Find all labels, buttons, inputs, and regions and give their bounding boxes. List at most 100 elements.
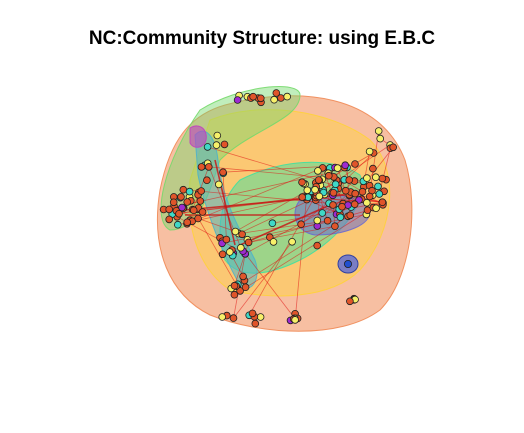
- node: [318, 209, 327, 217]
- node: [351, 160, 359, 168]
- edge: [294, 190, 308, 320]
- node: [231, 227, 240, 236]
- node: [341, 161, 350, 170]
- node: [372, 204, 380, 213]
- node: [197, 163, 206, 171]
- node: [197, 187, 206, 195]
- edge: [239, 204, 331, 246]
- node: [189, 206, 198, 215]
- node: [251, 319, 260, 328]
- node: [329, 201, 337, 209]
- edge: [237, 215, 349, 287]
- node: [220, 140, 229, 149]
- node: [226, 248, 234, 256]
- node: [323, 216, 332, 225]
- node: [324, 171, 333, 180]
- node: [378, 198, 387, 207]
- node: [350, 200, 359, 209]
- node: [341, 186, 350, 195]
- node: [248, 309, 257, 318]
- node: [230, 281, 239, 290]
- node: [363, 174, 371, 182]
- node: [203, 143, 212, 151]
- node: [256, 94, 265, 103]
- node: [315, 192, 324, 201]
- edge: [207, 146, 319, 181]
- node: [378, 174, 387, 183]
- node: [288, 238, 296, 246]
- node: [185, 187, 194, 196]
- node: [236, 287, 244, 295]
- node: [314, 176, 323, 184]
- edge: [240, 247, 295, 319]
- edge: [183, 189, 349, 206]
- community-hull: [189, 125, 207, 148]
- node: [283, 92, 292, 101]
- node: [213, 131, 222, 140]
- edge: [272, 202, 383, 224]
- node: [174, 220, 182, 229]
- node: [198, 208, 207, 216]
- node: [237, 243, 245, 252]
- node: [241, 283, 250, 292]
- node: [311, 185, 319, 194]
- node: [375, 190, 384, 198]
- node: [215, 180, 223, 189]
- node: [297, 220, 305, 229]
- node: [233, 96, 242, 104]
- node: [249, 92, 257, 101]
- node: [362, 199, 371, 207]
- edge: [248, 225, 336, 243]
- node: [194, 214, 202, 223]
- node: [165, 205, 174, 214]
- node: [298, 178, 306, 187]
- node: [336, 213, 345, 222]
- node: [272, 89, 281, 97]
- node: [165, 215, 174, 224]
- node: [196, 197, 205, 205]
- node: [219, 168, 227, 177]
- node: [269, 238, 278, 246]
- chart-title: NC:Community Structure: using E.B.C: [88, 28, 436, 49]
- node: [345, 176, 354, 184]
- node: [203, 176, 211, 185]
- node: [222, 235, 231, 244]
- edge: [193, 210, 238, 287]
- node: [298, 193, 307, 201]
- node: [358, 187, 367, 196]
- edge: [233, 241, 293, 319]
- node: [183, 198, 192, 206]
- node: [218, 250, 227, 259]
- node: [365, 192, 374, 201]
- node: [333, 164, 342, 172]
- node: [230, 290, 239, 299]
- node: [212, 141, 221, 149]
- node: [178, 203, 186, 212]
- node: [256, 313, 265, 321]
- node: [183, 218, 192, 227]
- node: [169, 198, 178, 207]
- node: [329, 189, 338, 197]
- node: [205, 163, 213, 171]
- node: [389, 143, 398, 152]
- node: [374, 182, 382, 191]
- node: [229, 314, 238, 322]
- node: [331, 180, 340, 189]
- node: [376, 134, 385, 143]
- node: [244, 238, 253, 247]
- node: [291, 316, 299, 324]
- node: [218, 313, 227, 321]
- nodes: [159, 89, 398, 328]
- edge: [234, 202, 383, 296]
- node: [303, 186, 312, 195]
- node: [343, 259, 352, 268]
- node: [268, 219, 277, 228]
- node: [177, 193, 185, 201]
- node: [313, 241, 322, 250]
- node: [346, 211, 355, 220]
- node: [351, 189, 360, 198]
- node: [371, 173, 380, 182]
- node: [313, 216, 322, 225]
- node: [346, 297, 354, 306]
